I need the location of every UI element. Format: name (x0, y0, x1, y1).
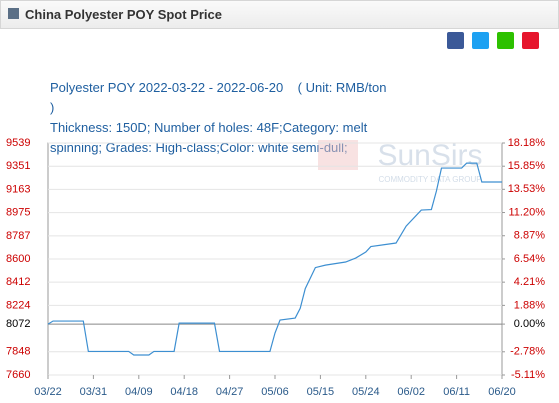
x-tick-label: 06/20 (488, 386, 516, 398)
x-tick-label: 05/15 (307, 386, 335, 398)
y-tick-label: 8412 (6, 276, 30, 288)
x-tick-label: 03/31 (80, 386, 108, 398)
y-tick-label: 8072 (6, 318, 30, 330)
y-tick-label: 7660 (6, 369, 30, 381)
y2-tick-label: 4.21% (514, 276, 545, 288)
chart-heading: Polyester POY 2022-03-22 - 2022-06-20 ( … (50, 78, 390, 158)
x-tick-label: 04/18 (170, 386, 198, 398)
wechat-share[interactable] (497, 32, 514, 49)
y2-tick-label: 6.54% (514, 253, 545, 265)
y2-tick-label: 1.88% (514, 299, 545, 311)
x-tick-label: 05/24 (352, 386, 380, 398)
x-tick-label: 05/06 (261, 386, 289, 398)
y-tick-label: 9351 (6, 160, 30, 172)
y2-tick-label: 18.18% (508, 137, 546, 149)
header-icon (8, 8, 19, 19)
y2-tick-label: -2.78% (510, 346, 545, 358)
y2-tick-label: 0.00% (514, 318, 545, 330)
y-tick-label: 9539 (6, 137, 30, 149)
y2-tick-label: 11.20% (509, 206, 546, 218)
y2-tick-label: 8.87% (514, 230, 545, 242)
x-tick-label: 06/11 (443, 386, 470, 398)
y2-tick-label: 15.85% (508, 160, 546, 172)
header-title: China Polyester POY Spot Price (25, 7, 222, 22)
y-tick-label: 8600 (6, 253, 30, 265)
facebook-share[interactable] (447, 32, 464, 49)
y-tick-label: 8975 (6, 207, 30, 219)
chart-subtitle: Thickness: 150D; Number of holes: 48F;Ca… (50, 120, 371, 155)
y-tick-label: 7848 (6, 346, 30, 358)
y-tick-label: 8224 (6, 299, 30, 311)
y-tick-label: 9163 (6, 183, 30, 195)
x-tick-label: 04/27 (216, 386, 244, 398)
watermark-subtitle: COMMODITY DATA GROUP (378, 175, 481, 184)
y2-tick-label: -5.11% (511, 369, 545, 381)
watermark-logo (318, 140, 358, 170)
x-tick-label: 03/22 (34, 386, 62, 398)
price-line (47, 162, 502, 356)
watermark: SunSirs (377, 139, 482, 172)
x-tick-label: 04/09 (125, 386, 153, 398)
header-bar: China Polyester POY Spot Price (0, 0, 559, 29)
x-tick-label: 06/02 (397, 386, 425, 398)
y-tick-label: 8787 (6, 230, 30, 242)
y2-tick-label: 13.53% (508, 183, 546, 195)
weibo-share[interactable] (522, 32, 539, 49)
chart-title: Polyester POY 2022-03-22 - 2022-06-20 ( … (50, 80, 391, 115)
twitter-share[interactable] (472, 32, 489, 49)
